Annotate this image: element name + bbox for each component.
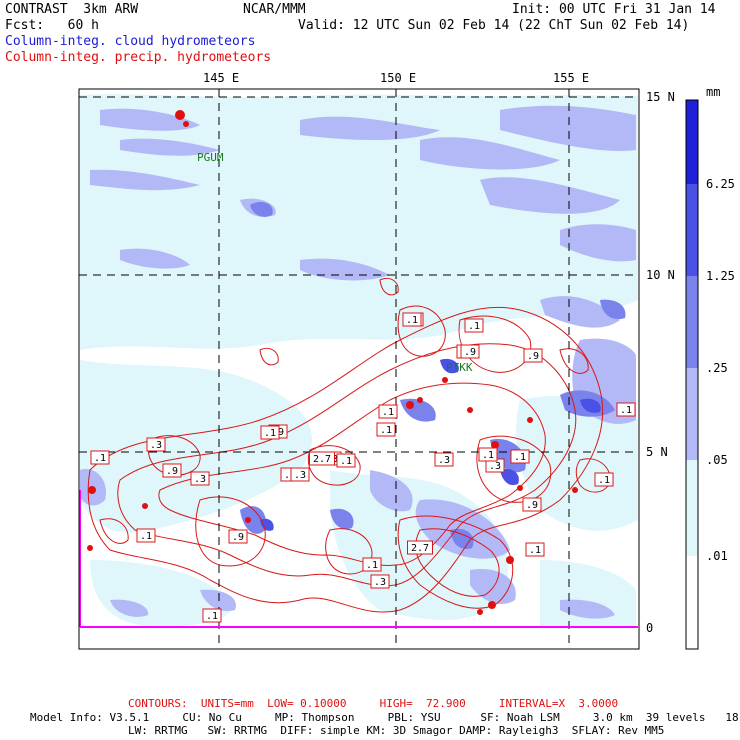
place-label-ptkk: PTKK [446, 361, 473, 374]
forecast-hour: Fcst: 60 h [5, 18, 99, 33]
lon-label-155: 155 E [553, 71, 589, 85]
colorbar-band-mid [686, 276, 698, 368]
contour-label: .1 [478, 447, 498, 462]
svg-text:.1: .1 [482, 450, 494, 461]
domain-boundary [79, 490, 638, 628]
lon-label-150: 150 E [380, 71, 416, 85]
contour-label: 2.7 [309, 451, 335, 466]
contour-label: .1 [525, 542, 545, 557]
svg-text:.9: .9 [526, 500, 538, 511]
colorbar-unit: mm [706, 85, 720, 99]
lat-label-10n: 10 N [646, 268, 675, 282]
contour-label: .3 [190, 471, 210, 486]
contour-label: .9 [460, 344, 480, 359]
contour-info: CONTOURS: UNITS=mm LOW= 0.10000 HIGH= 72… [128, 697, 619, 710]
svg-text:.9: .9 [464, 347, 476, 358]
colorbar-label-.25: .25 [706, 361, 728, 375]
svg-text:.1: .1 [620, 405, 632, 416]
svg-text:.1: .1 [340, 456, 352, 467]
svg-text:.9: .9 [232, 532, 244, 543]
contour-label: .1 [336, 453, 356, 468]
svg-text:.1: .1 [468, 321, 480, 332]
svg-text:.1: .1 [380, 425, 392, 436]
svg-text:.1: .1 [406, 315, 418, 326]
svg-text:.3: .3 [284, 470, 296, 481]
contour-label: .9 [228, 529, 248, 544]
contour-label: .9 [523, 348, 543, 363]
svg-text:.3: .3 [150, 440, 162, 451]
contour-labels: .1.1.9.9.1.1.9.3.9.1.3.3.3.1.3.1.3.9.1.9… [90, 312, 636, 623]
contour-label: .3 [434, 452, 454, 467]
lat-label-5n: 5 N [646, 445, 668, 459]
contour-label: 2.7 [407, 540, 433, 555]
place-label-pgum: PGUM [197, 151, 224, 164]
contour-label: .1 [594, 472, 614, 487]
contour-label: .9 [162, 463, 182, 478]
field-cloud-label: Column-integ. cloud hydrometeors [5, 34, 256, 49]
svg-text:.1: .1 [206, 611, 218, 622]
contour-label: .1 [402, 312, 422, 327]
lat-label-15n: 15 N [646, 90, 675, 104]
svg-text:.1: .1 [529, 545, 541, 556]
colorbar-label-1.25: 1.25 [706, 269, 735, 283]
svg-text:.3: .3 [438, 455, 450, 466]
svg-text:.3: .3 [294, 470, 306, 481]
contour-label: .1 [464, 318, 484, 333]
contour-label: .3 [370, 574, 390, 589]
svg-text:.9: .9 [527, 351, 539, 362]
svg-text:.3: .3 [374, 577, 386, 588]
field-precip-label: Column-integ. precip. hydrometeors [5, 50, 272, 65]
svg-text:2.7: 2.7 [313, 454, 331, 465]
svg-text:.9: .9 [166, 466, 178, 477]
svg-text:2.7: 2.7 [411, 543, 429, 554]
svg-text:.3: .3 [194, 474, 206, 485]
colorbar-band-light [686, 368, 698, 460]
colorbar-band-none [686, 556, 698, 649]
precip-contours [87, 277, 611, 613]
svg-text:.1: .1 [264, 428, 276, 439]
contour-label: .1 [376, 422, 396, 437]
svg-text:.1: .1 [366, 560, 378, 571]
svg-text:.1: .1 [140, 531, 152, 542]
contour-label: .1 [202, 608, 222, 623]
colorbar-label-6.25: 6.25 [706, 177, 735, 191]
svg-text:.3: .3 [489, 461, 501, 472]
valid-time: Valid: 12 UTC Sun 02 Feb 14 (22 ChT Sun … [298, 18, 690, 33]
colorbar: mm 6.25 1.25 .25 .05 .01 [685, 85, 735, 650]
title-left: CONTRAST 3km ARW [5, 2, 139, 17]
colorbar-band-lightest [686, 460, 698, 556]
contour-label: .3 [290, 467, 310, 482]
contour-label: .1 [362, 557, 382, 572]
model-info-line2: LW: RRTMG SW: RRTMG DIFF: simple KM: 3D … [128, 724, 665, 737]
contour-label: .1 [378, 404, 398, 419]
svg-text:.1: .1 [598, 475, 610, 486]
init-time: Init: 00 UTC Fri 31 Jan 14 [512, 2, 716, 17]
contour-label: .1 [510, 449, 530, 464]
contour-label: .9 [522, 497, 542, 512]
contour-label: .1 [616, 402, 636, 417]
graticule [79, 89, 639, 649]
model-info-line1: Model Info: V3.5.1 CU: No Cu MP: Thompso… [30, 711, 740, 724]
contour-label: .1 [90, 450, 110, 465]
precip-cores [87, 110, 578, 615]
contour-label: .1 [260, 425, 280, 440]
lat-label-0: 0 [646, 621, 653, 635]
title-center: NCAR/MMM [243, 2, 306, 17]
contour-label: .3 [146, 437, 166, 452]
svg-text:.1: .1 [94, 453, 106, 464]
colorbar-band-darkest [686, 100, 698, 184]
colorbar-label-.05: .05 [706, 453, 728, 467]
svg-text:.1: .1 [514, 452, 526, 463]
plot-frame [78, 88, 640, 650]
colorbar-label-.01: .01 [706, 549, 728, 563]
svg-text:.1: .1 [382, 407, 394, 418]
lon-label-145: 145 E [203, 71, 239, 85]
colorbar-band-dark [686, 184, 698, 276]
colorbar-frame [685, 99, 699, 650]
contour-label: .1 [136, 528, 156, 543]
